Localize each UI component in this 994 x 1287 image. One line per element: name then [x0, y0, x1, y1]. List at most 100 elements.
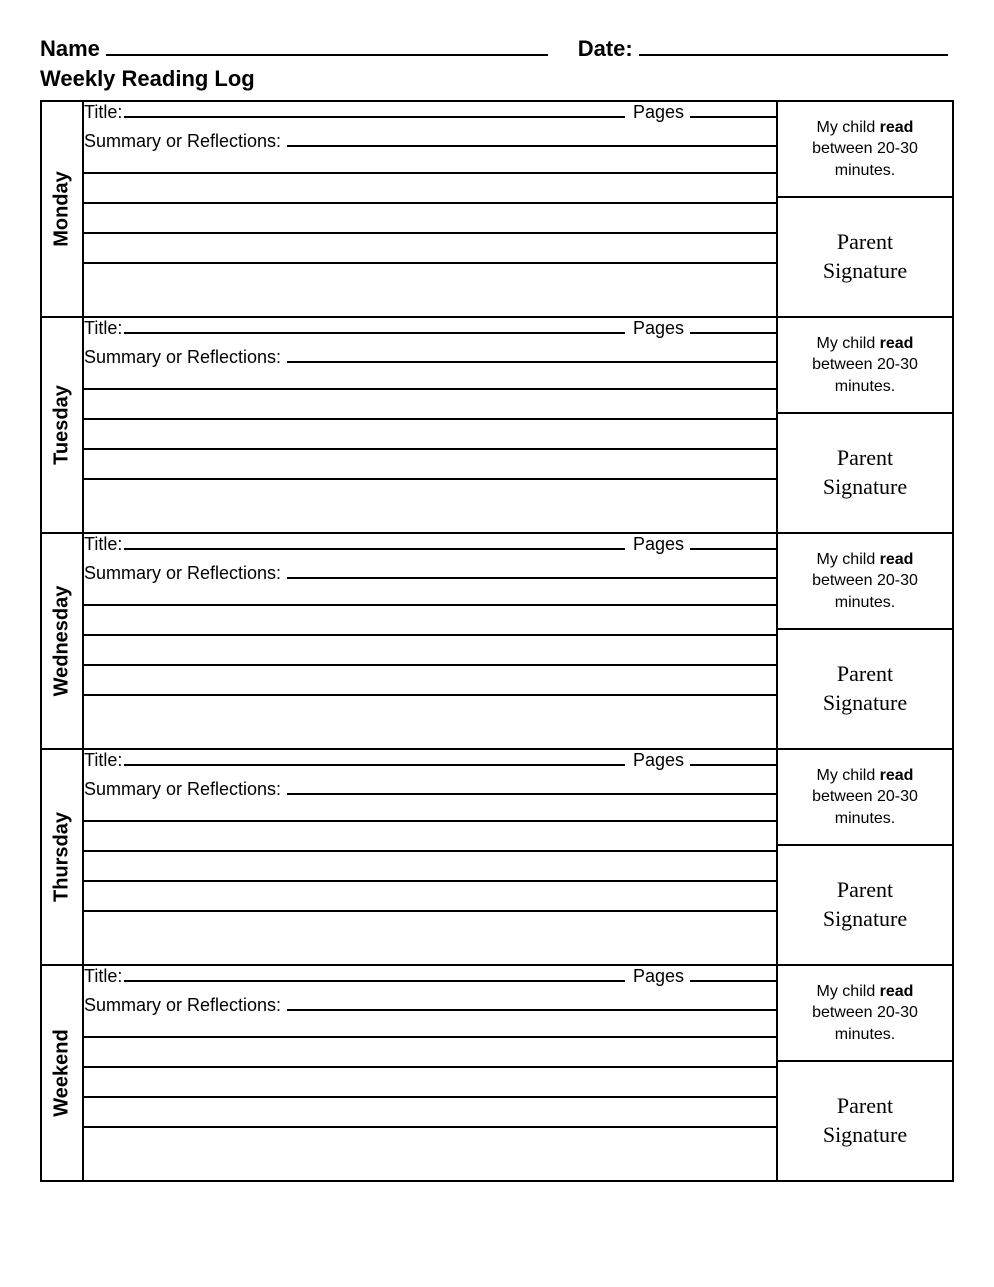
attestation-text: My child read between 20-30 minutes.: [778, 750, 952, 846]
title-row: Title: Pages: [84, 534, 776, 555]
pages-blank[interactable]: [690, 104, 776, 118]
name-label: Name: [40, 36, 100, 62]
side-cell: My child read between 20-30 minutes.Pare…: [777, 965, 953, 1181]
attestation-text: My child read between 20-30 minutes.: [778, 318, 952, 414]
pages-blank[interactable]: [690, 536, 776, 550]
pages-label: Pages: [633, 750, 684, 771]
writing-line[interactable]: [84, 172, 776, 174]
writing-line[interactable]: [84, 1126, 776, 1128]
attestation-text: My child read between 20-30 minutes.: [778, 966, 952, 1062]
day-label: Weekend: [51, 1029, 74, 1116]
writing-line[interactable]: [84, 1096, 776, 1098]
summary-blank[interactable]: [287, 565, 776, 579]
attestation-text: My child read between 20-30 minutes.: [778, 102, 952, 198]
day-cell: Wednesday: [41, 533, 83, 749]
header-line: Name Date:: [40, 36, 954, 62]
writing-line[interactable]: [84, 634, 776, 636]
pages-blank[interactable]: [690, 752, 776, 766]
title-row: Title: Pages: [84, 966, 776, 987]
day-label: Monday: [51, 171, 74, 247]
summary-row: Summary or Reflections:: [84, 779, 776, 800]
summary-blank[interactable]: [287, 349, 776, 363]
writing-line[interactable]: [84, 1036, 776, 1038]
date-blank[interactable]: [639, 38, 948, 56]
title-label: Title:: [84, 318, 122, 339]
day-cell: Monday: [41, 101, 83, 317]
writing-line[interactable]: [84, 604, 776, 606]
title-label: Title:: [84, 534, 122, 555]
summary-blank[interactable]: [287, 997, 776, 1011]
title-label: Title:: [84, 750, 122, 771]
entry-cell: Title:Pages Summary or Reflections:: [83, 317, 777, 533]
writing-line[interactable]: [84, 664, 776, 666]
writing-line[interactable]: [84, 448, 776, 450]
summary-row: Summary or Reflections:: [84, 347, 776, 368]
summary-label: Summary or Reflections:: [84, 779, 281, 800]
writing-line[interactable]: [84, 232, 776, 234]
summary-row: Summary or Reflections:: [84, 995, 776, 1016]
parent-signature-label: ParentSignature: [778, 414, 952, 532]
date-label: Date:: [578, 36, 633, 62]
log-row: Wednesday Title: Pages Summary or Reflectio…: [41, 533, 953, 749]
day-cell: Tuesday: [41, 317, 83, 533]
name-blank[interactable]: [106, 38, 548, 56]
summary-label: Summary or Reflections:: [84, 563, 281, 584]
summary-label: Summary or Reflections:: [84, 347, 281, 368]
writing-line[interactable]: [84, 910, 776, 912]
side-cell: My child read between 20-30 minutes.Pare…: [777, 533, 953, 749]
title-row: Title: Pages: [84, 102, 776, 123]
summary-blank[interactable]: [287, 133, 776, 147]
title-label: Title:: [84, 102, 122, 123]
pages-label: Pages: [633, 966, 684, 987]
day-cell: Thursday: [41, 749, 83, 965]
day-label: Tuesday: [51, 385, 74, 465]
entry-cell: Title: Pages Summary or Reflections:: [83, 965, 777, 1181]
pages-blank[interactable]: [690, 968, 776, 982]
summary-label: Summary or Reflections:: [84, 995, 281, 1016]
entry-cell: Title: Pages Summary or Reflections:: [83, 101, 777, 317]
summary-row: Summary or Reflections:: [84, 563, 776, 584]
title-label: Title:: [84, 966, 122, 987]
writing-line[interactable]: [84, 388, 776, 390]
writing-line[interactable]: [84, 1066, 776, 1068]
writing-line[interactable]: [84, 850, 776, 852]
day-cell: Weekend: [41, 965, 83, 1181]
parent-signature-label: ParentSignature: [778, 1062, 952, 1180]
side-cell: My child read between 20-30 minutes.Pare…: [777, 317, 953, 533]
side-cell: My child read between 20-30 minutes.Pare…: [777, 749, 953, 965]
title-blank[interactable]: [124, 968, 625, 982]
attestation-text: My child read between 20-30 minutes.: [778, 534, 952, 630]
title-blank[interactable]: [124, 104, 625, 118]
log-row: Monday Title: Pages Summary or Reflections:…: [41, 101, 953, 317]
side-cell: My child read between 20-30 minutes.Pare…: [777, 101, 953, 317]
writing-line[interactable]: [84, 478, 776, 480]
log-row: Tuesday Title:Pages Summary or Reflections…: [41, 317, 953, 533]
parent-signature-label: ParentSignature: [778, 630, 952, 748]
pages-label: Pages: [633, 102, 684, 123]
parent-signature-label: ParentSignature: [778, 198, 952, 316]
writing-line[interactable]: [84, 880, 776, 882]
title-blank[interactable]: [124, 536, 625, 550]
entry-cell: Title: Pages Summary or Reflections:: [83, 749, 777, 965]
summary-row: Summary or Reflections:: [84, 131, 776, 152]
summary-label: Summary or Reflections:: [84, 131, 281, 152]
writing-line[interactable]: [84, 418, 776, 420]
title-row: Title:Pages: [84, 318, 776, 339]
writing-line[interactable]: [84, 262, 776, 264]
pages-blank[interactable]: [690, 320, 776, 334]
day-label: Thursday: [51, 812, 74, 902]
page-subtitle: Weekly Reading Log: [40, 66, 954, 92]
pages-label: Pages: [633, 534, 684, 555]
title-blank[interactable]: [124, 752, 625, 766]
log-row: Thursday Title: Pages Summary or Reflection…: [41, 749, 953, 965]
writing-line[interactable]: [84, 202, 776, 204]
parent-signature-label: ParentSignature: [778, 846, 952, 964]
summary-blank[interactable]: [287, 781, 776, 795]
title-blank[interactable]: [124, 320, 625, 334]
writing-line[interactable]: [84, 820, 776, 822]
entry-cell: Title: Pages Summary or Reflections:: [83, 533, 777, 749]
page: Name Date: Weekly Reading Log Monday Titl…: [0, 0, 994, 1287]
log-row: Weekend Title: Pages Summary or Reflections…: [41, 965, 953, 1181]
writing-line[interactable]: [84, 694, 776, 696]
day-label: Wednesday: [51, 586, 74, 697]
